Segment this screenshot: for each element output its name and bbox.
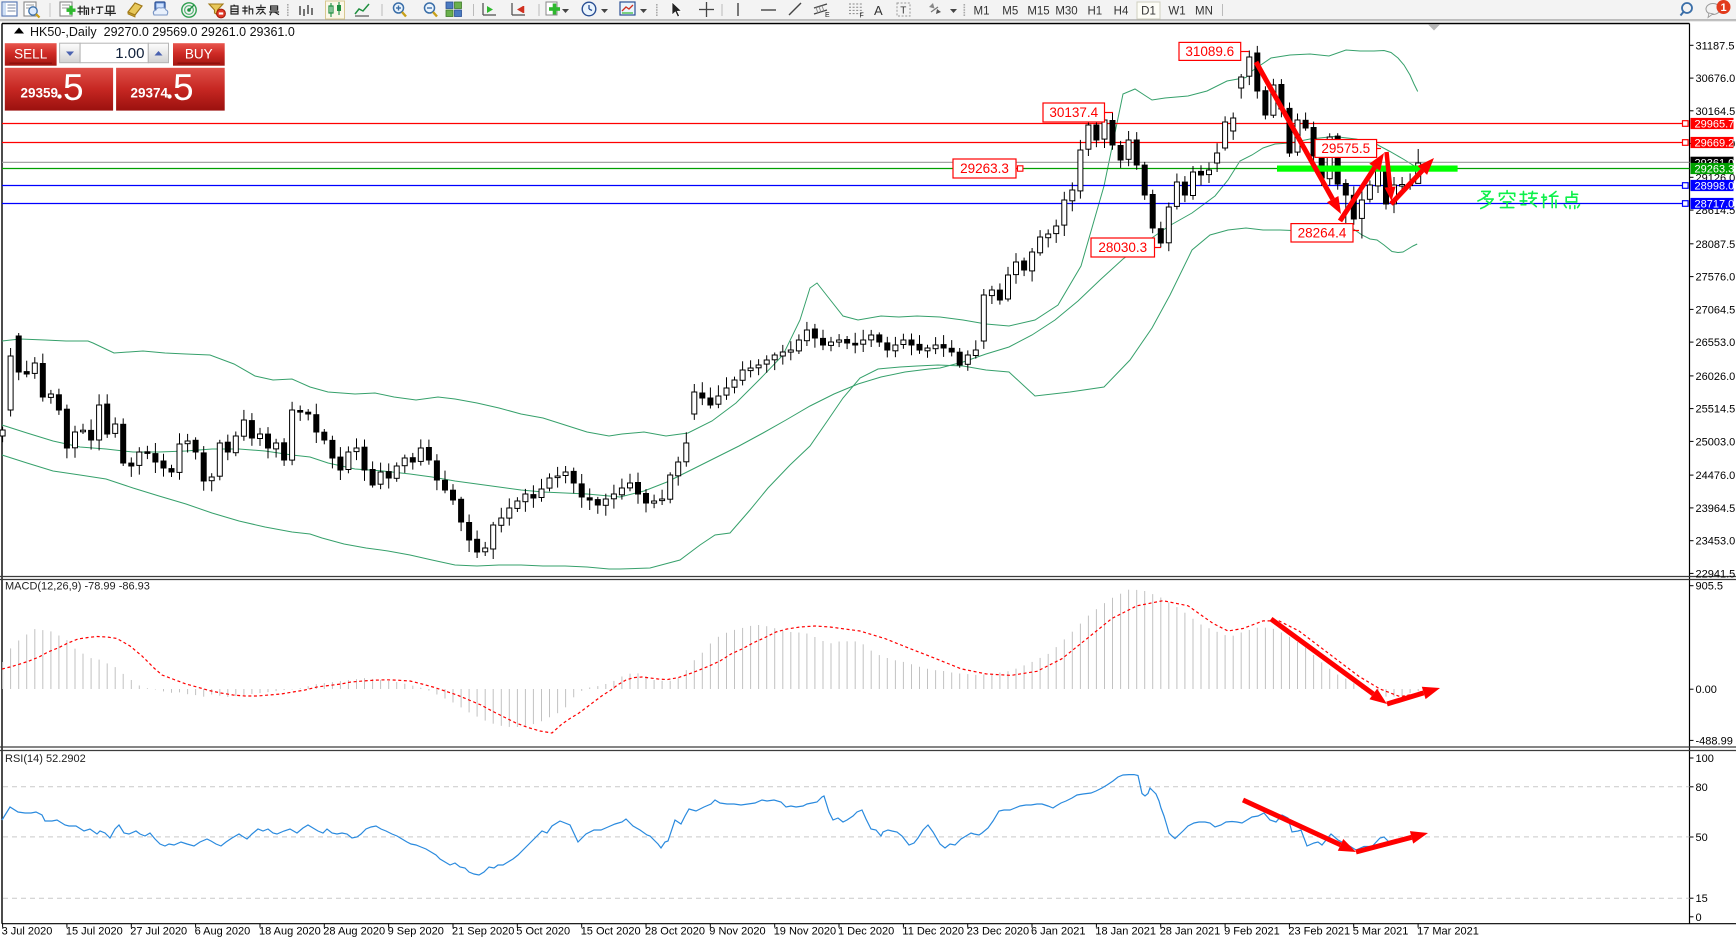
svg-text:6 Jan 2021: 6 Jan 2021 [1031, 926, 1085, 938]
svg-text:23453.0: 23453.0 [1696, 536, 1736, 548]
svg-text:29359: 29359 [21, 86, 59, 101]
svg-text:H4: H4 [1114, 6, 1129, 18]
svg-text:28087.5: 28087.5 [1696, 239, 1736, 251]
svg-text:28998.0: 28998.0 [1695, 181, 1735, 193]
svg-text:D1: D1 [1141, 6, 1156, 18]
svg-text:17 Mar 2021: 17 Mar 2021 [1417, 926, 1479, 938]
svg-text:23964.5: 23964.5 [1696, 503, 1736, 515]
svg-text:1 Dec 2020: 1 Dec 2020 [838, 926, 894, 938]
svg-text:21 Sep 2020: 21 Sep 2020 [452, 926, 514, 938]
svg-text:F: F [860, 13, 864, 20]
svg-text:25514.5: 25514.5 [1696, 404, 1736, 416]
svg-text:5: 5 [63, 67, 84, 108]
svg-text:1: 1 [1720, 2, 1726, 14]
svg-text:M1: M1 [974, 6, 990, 18]
svg-text:28 Aug 2020: 28 Aug 2020 [323, 926, 385, 938]
svg-text:SELL: SELL [14, 47, 48, 62]
svg-text:31187.5: 31187.5 [1696, 40, 1735, 52]
svg-text:1.00: 1.00 [115, 45, 144, 62]
svg-text:MACD(12,26,9) -78.99 -86.93: MACD(12,26,9) -78.99 -86.93 [5, 581, 150, 593]
svg-text:H1: H1 [1087, 6, 1102, 18]
svg-text:5 Oct 2020: 5 Oct 2020 [516, 926, 570, 938]
svg-text:31089.6: 31089.6 [1185, 44, 1234, 59]
svg-text:30164.5: 30164.5 [1696, 106, 1736, 118]
svg-text:28264.4: 28264.4 [1298, 225, 1347, 240]
svg-text:26553.0: 26553.0 [1696, 337, 1736, 349]
svg-text:A: A [874, 3, 883, 18]
svg-text:5: 5 [173, 67, 194, 108]
svg-text:25003.0: 25003.0 [1696, 436, 1736, 448]
svg-text:29575.5: 29575.5 [1321, 141, 1370, 156]
svg-text:-488.99: -488.99 [1696, 735, 1733, 747]
svg-text:30137.4: 30137.4 [1049, 105, 1098, 120]
svg-text:29965.7: 29965.7 [1695, 119, 1735, 131]
svg-text:W1: W1 [1168, 6, 1185, 18]
svg-text:27 Jul 2020: 27 Jul 2020 [130, 926, 187, 938]
svg-text:23 Feb 2021: 23 Feb 2021 [1288, 926, 1350, 938]
svg-text:23 Dec 2020: 23 Dec 2020 [967, 926, 1029, 938]
svg-text:11 Dec 2020: 11 Dec 2020 [902, 926, 964, 938]
svg-text:MN: MN [1195, 6, 1213, 18]
svg-text:0: 0 [1696, 912, 1702, 924]
svg-text:0.00: 0.00 [1696, 684, 1717, 696]
svg-text:15 Oct 2020: 15 Oct 2020 [581, 926, 641, 938]
svg-text:18 Jan 2021: 18 Jan 2021 [1095, 926, 1156, 938]
svg-text:9 Nov 2020: 9 Nov 2020 [709, 926, 765, 938]
svg-text:19 Nov 2020: 19 Nov 2020 [774, 926, 836, 938]
svg-text:27576.0: 27576.0 [1696, 272, 1736, 284]
svg-text:30676.0: 30676.0 [1696, 73, 1736, 85]
svg-text:E: E [825, 12, 830, 19]
svg-text:26026.0: 26026.0 [1696, 371, 1736, 383]
svg-text:9 Sep 2020: 9 Sep 2020 [388, 926, 444, 938]
svg-text:29263.3: 29263.3 [960, 161, 1009, 176]
svg-text:29669.2: 29669.2 [1695, 138, 1735, 150]
svg-text:6 Aug 2020: 6 Aug 2020 [195, 926, 251, 938]
svg-text:28 Jan 2021: 28 Jan 2021 [1160, 926, 1221, 938]
svg-text:M15: M15 [1027, 6, 1049, 18]
svg-text:905.5: 905.5 [1696, 581, 1724, 593]
svg-text:18 Aug 2020: 18 Aug 2020 [259, 926, 321, 938]
svg-text:80: 80 [1696, 782, 1708, 794]
svg-text:9 Feb 2021: 9 Feb 2021 [1224, 926, 1280, 938]
svg-text:29263.3: 29263.3 [1695, 164, 1735, 176]
svg-text:15: 15 [1696, 893, 1708, 905]
svg-text:22941.5: 22941.5 [1696, 568, 1736, 580]
svg-text:HK50-,Daily 29270.0 29569.0 2: HK50-,Daily 29270.0 29569.0 29261.0 2936… [30, 25, 295, 39]
svg-text:5 Mar 2021: 5 Mar 2021 [1353, 926, 1409, 938]
svg-text:28717.0: 28717.0 [1695, 199, 1735, 211]
svg-text:M30: M30 [1055, 6, 1077, 18]
svg-text:28 Oct 2020: 28 Oct 2020 [645, 926, 705, 938]
svg-text:BUY: BUY [185, 47, 213, 62]
svg-text:27064.5: 27064.5 [1696, 304, 1736, 316]
svg-text:RSI(14) 52.2902: RSI(14) 52.2902 [5, 753, 86, 765]
svg-text:24476.0: 24476.0 [1696, 470, 1736, 482]
svg-text:3 Jul 2020: 3 Jul 2020 [2, 926, 53, 938]
svg-text:T: T [900, 6, 906, 17]
svg-text:29374: 29374 [131, 86, 169, 101]
svg-text:50: 50 [1696, 832, 1708, 844]
svg-text:100: 100 [1696, 753, 1714, 765]
svg-text:28030.3: 28030.3 [1098, 240, 1147, 255]
svg-text:15 Jul 2020: 15 Jul 2020 [66, 926, 123, 938]
svg-text:M5: M5 [1002, 6, 1018, 18]
